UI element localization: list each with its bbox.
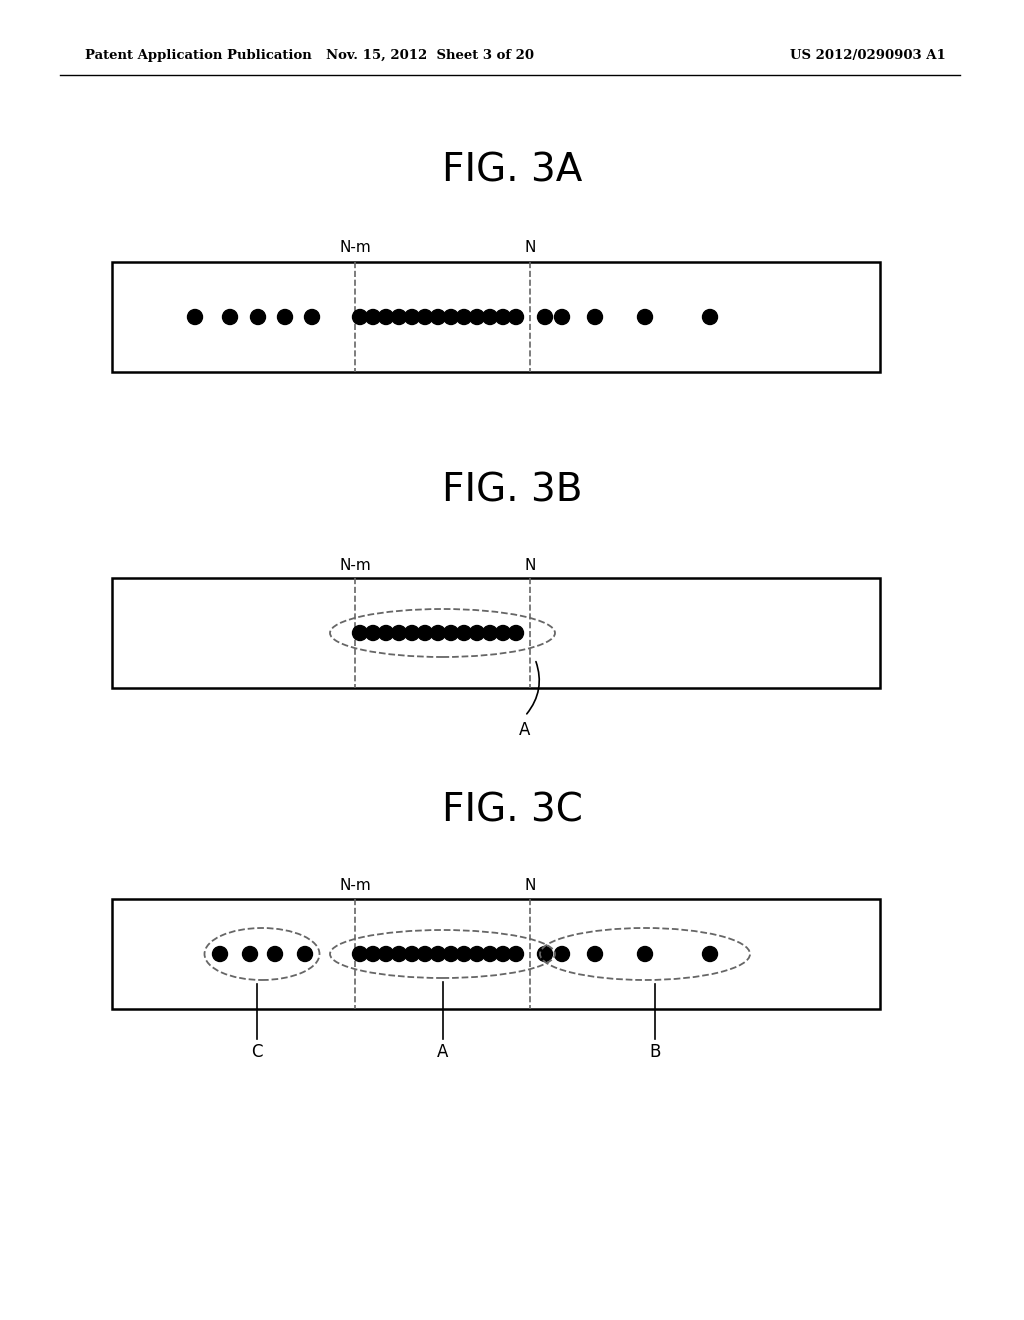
Text: Patent Application Publication: Patent Application Publication — [85, 49, 311, 62]
Circle shape — [379, 309, 393, 325]
Bar — [112, 261, 880, 372]
Circle shape — [555, 946, 569, 961]
Circle shape — [213, 946, 227, 961]
Circle shape — [404, 626, 420, 640]
Circle shape — [469, 309, 484, 325]
Circle shape — [509, 626, 523, 640]
Circle shape — [457, 946, 471, 961]
Circle shape — [379, 626, 393, 640]
Circle shape — [391, 946, 407, 961]
Text: N: N — [524, 240, 536, 256]
Circle shape — [430, 309, 445, 325]
Circle shape — [379, 946, 393, 961]
Circle shape — [496, 626, 511, 640]
Circle shape — [702, 309, 718, 325]
Circle shape — [509, 946, 523, 961]
Circle shape — [588, 309, 602, 325]
Text: N-m: N-m — [339, 240, 371, 256]
Bar — [112, 899, 880, 1008]
Circle shape — [404, 946, 420, 961]
Circle shape — [418, 946, 432, 961]
Circle shape — [298, 946, 312, 961]
Circle shape — [430, 626, 445, 640]
Text: A: A — [519, 721, 530, 739]
Circle shape — [555, 309, 569, 325]
Circle shape — [443, 626, 459, 640]
Circle shape — [391, 309, 407, 325]
Text: Nov. 15, 2012  Sheet 3 of 20: Nov. 15, 2012 Sheet 3 of 20 — [326, 49, 534, 62]
Circle shape — [352, 309, 368, 325]
Circle shape — [457, 309, 471, 325]
Text: N-m: N-m — [339, 879, 371, 894]
Circle shape — [638, 946, 652, 961]
Circle shape — [469, 626, 484, 640]
Circle shape — [243, 946, 257, 961]
Text: FIG. 3C: FIG. 3C — [441, 791, 583, 829]
Circle shape — [638, 309, 652, 325]
Text: B: B — [649, 1043, 660, 1061]
Text: US 2012/0290903 A1: US 2012/0290903 A1 — [790, 49, 946, 62]
Text: N: N — [524, 557, 536, 573]
Bar — [112, 578, 880, 688]
Circle shape — [443, 946, 459, 961]
Circle shape — [496, 946, 511, 961]
Text: N: N — [524, 879, 536, 894]
Circle shape — [418, 626, 432, 640]
Text: A: A — [437, 1043, 449, 1061]
Circle shape — [538, 946, 553, 961]
Text: N-m: N-m — [339, 557, 371, 573]
Text: FIG. 3B: FIG. 3B — [441, 471, 583, 510]
Circle shape — [496, 309, 511, 325]
Circle shape — [304, 309, 319, 325]
Circle shape — [538, 309, 553, 325]
Text: FIG. 3A: FIG. 3A — [441, 150, 583, 189]
Circle shape — [267, 946, 283, 961]
Circle shape — [187, 309, 203, 325]
Text: C: C — [251, 1043, 263, 1061]
Circle shape — [418, 309, 432, 325]
Circle shape — [482, 309, 498, 325]
Circle shape — [469, 946, 484, 961]
Circle shape — [352, 626, 368, 640]
Circle shape — [366, 626, 381, 640]
Circle shape — [702, 946, 718, 961]
Circle shape — [278, 309, 293, 325]
Circle shape — [482, 626, 498, 640]
Circle shape — [251, 309, 265, 325]
Circle shape — [430, 946, 445, 961]
Circle shape — [366, 309, 381, 325]
Circle shape — [366, 946, 381, 961]
Circle shape — [391, 626, 407, 640]
Circle shape — [482, 946, 498, 961]
Circle shape — [588, 946, 602, 961]
Circle shape — [352, 946, 368, 961]
Circle shape — [457, 626, 471, 640]
Circle shape — [443, 309, 459, 325]
Circle shape — [404, 309, 420, 325]
Circle shape — [509, 309, 523, 325]
Circle shape — [222, 309, 238, 325]
